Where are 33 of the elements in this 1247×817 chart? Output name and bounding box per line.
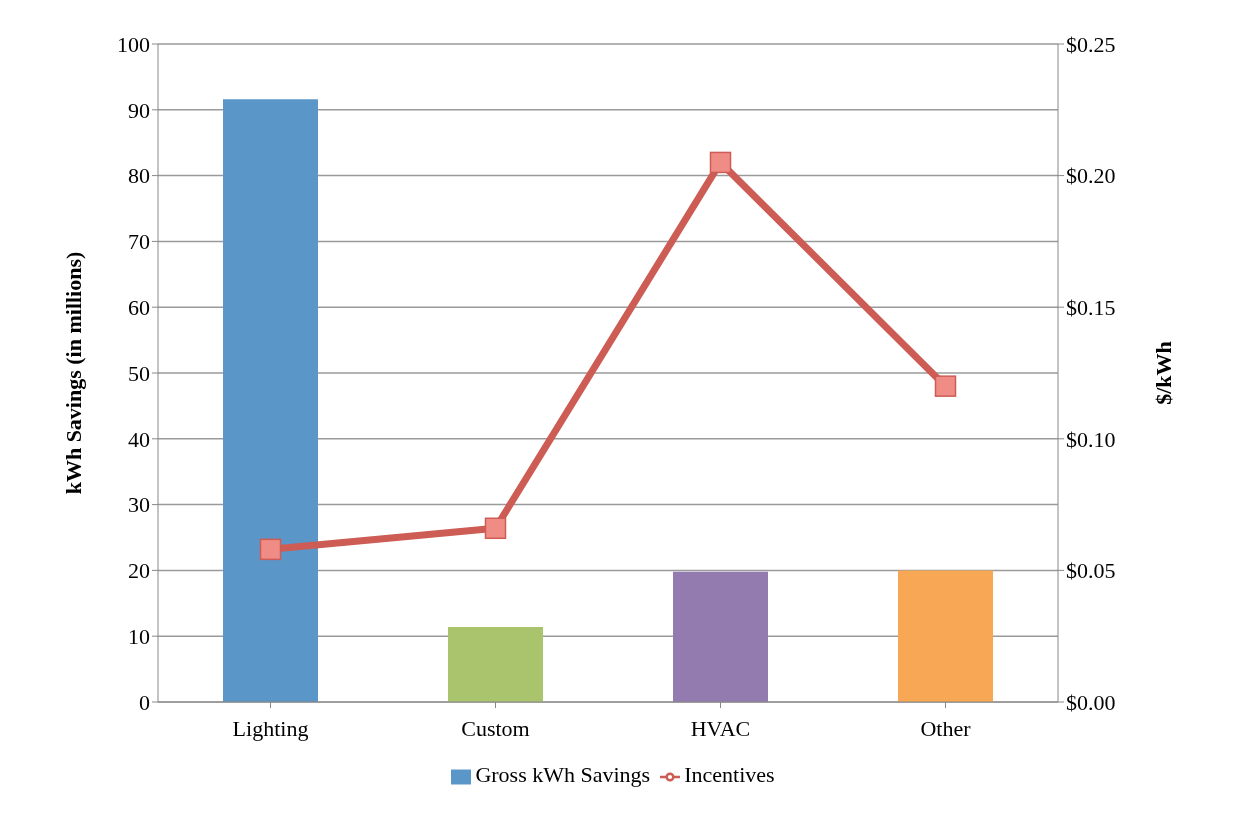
point	[259, 538, 282, 561]
y-tick-label: 90	[128, 97, 150, 123]
y2-tick-label: $0.00	[1066, 689, 1116, 715]
y-tick-label: 30	[128, 492, 150, 518]
point	[934, 375, 957, 397]
x-tick-label: Other	[920, 715, 972, 741]
y2-tick-label: $0.20	[1066, 163, 1116, 189]
x-tick-label: Custom	[461, 715, 530, 741]
bar	[448, 626, 543, 702]
x-tick-label: HVAC	[690, 715, 751, 741]
y2-tick-label: $0.15	[1066, 295, 1116, 321]
y-tick-label: 70	[128, 229, 150, 255]
y2-tick-label: $0.10	[1066, 426, 1116, 452]
y2-axis-title: $/kWh	[1150, 341, 1176, 405]
x-tick-label: Lighting	[232, 715, 309, 741]
y-tick-label: 20	[128, 558, 150, 584]
bar	[898, 570, 993, 702]
y2-tick-label: $0.05	[1066, 558, 1116, 584]
y-tick-label: 40	[128, 426, 150, 452]
y-tick-label: 50	[128, 360, 150, 386]
y-tick-label: 100	[117, 31, 150, 57]
y-tick-label: 80	[128, 163, 150, 189]
point	[484, 517, 507, 540]
point	[709, 151, 732, 174]
y-tick-label: 60	[128, 295, 150, 321]
bar	[223, 99, 318, 702]
y-tick-label: 0	[139, 689, 150, 715]
y-tick-label: 10	[128, 624, 150, 650]
bar	[673, 571, 768, 702]
y-axis-title: kWh Savings (in millions)	[60, 251, 86, 495]
y2-tick-label: $0.25	[1066, 31, 1116, 57]
legend-label: Gross kWh Savings	[475, 762, 651, 787]
legend-label: Incentives	[684, 762, 775, 787]
